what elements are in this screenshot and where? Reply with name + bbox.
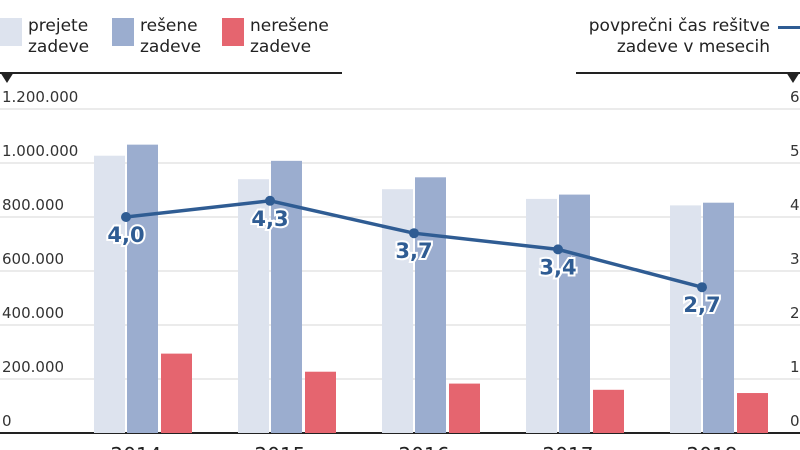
bar-resolved <box>415 177 446 433</box>
y-right-tick-label: 3 <box>790 250 800 268</box>
bar-unresolved <box>161 353 192 433</box>
bar-unresolved <box>737 393 768 433</box>
bar-unresolved <box>593 389 624 433</box>
y-left-tick-label: 800.000 <box>2 196 64 214</box>
legend-label-unresolved: nerešene zadeve <box>250 16 329 57</box>
x-tick-label: 2017 <box>543 443 594 450</box>
x-tick-label: 2015 <box>255 443 306 450</box>
y-left-tick-label: 600.000 <box>2 250 64 268</box>
bar-unresolved <box>305 371 336 433</box>
legend-swatch-received <box>0 18 22 46</box>
line-data-label: 3,7 <box>395 239 432 263</box>
line-point <box>121 212 131 222</box>
y-left-tick-label: 400.000 <box>2 304 64 322</box>
y-right-tick-label: 5 <box>790 142 800 160</box>
line-data-label: 4,0 <box>107 223 144 247</box>
legend-label-received: prejete zadeve <box>28 16 90 57</box>
bar-received <box>94 155 125 433</box>
line-point <box>697 282 707 293</box>
x-tick-label: 2016 <box>399 443 450 450</box>
line-point <box>265 195 275 206</box>
header-rule-left <box>0 72 342 74</box>
y-right-tick-label: 0 <box>790 412 800 430</box>
bar-received <box>526 198 557 433</box>
line-point <box>553 244 563 255</box>
legend-right: povprečni čas rešitve zadeve v mesecih <box>560 16 800 66</box>
bar-resolved <box>559 194 590 433</box>
line-data-label: 2,7 <box>683 293 720 317</box>
legend-label-resolved: rešene zadeve <box>140 16 202 57</box>
y-left-tick-label: 1.200.000 <box>2 88 78 106</box>
y-right-tick-label: 1 <box>790 358 800 376</box>
y-right-tick-label: 6 <box>790 88 800 106</box>
legend-swatch-unresolved <box>222 18 244 46</box>
legend-swatch-resolved <box>112 18 134 46</box>
bar-received <box>670 205 701 433</box>
bar-resolved <box>127 144 158 433</box>
header-rule-right <box>576 72 800 74</box>
x-tick-label: 2018 <box>687 443 738 450</box>
legend-label-avg-time: povprečni čas rešitve zadeve v mesecih <box>588 16 770 57</box>
y-left-tick-label: 0 <box>2 412 12 430</box>
line-point <box>409 228 419 239</box>
y-right-tick-label: 4 <box>790 196 800 214</box>
line-data-label: 4,3 <box>251 207 288 231</box>
y-left-tick-label: 1.000.000 <box>2 142 78 160</box>
x-tick-label: 2014 <box>111 443 162 450</box>
right-axis-marker <box>786 72 800 83</box>
left-axis-marker <box>0 72 14 83</box>
bar-unresolved <box>449 383 480 433</box>
bar-received <box>238 179 269 433</box>
y-left-tick-label: 200.000 <box>2 358 64 376</box>
bar-resolved <box>703 202 734 433</box>
y-right-tick-label: 2 <box>790 304 800 322</box>
line-data-label: 3,4 <box>539 255 576 279</box>
legend-line-swatch <box>778 26 800 29</box>
